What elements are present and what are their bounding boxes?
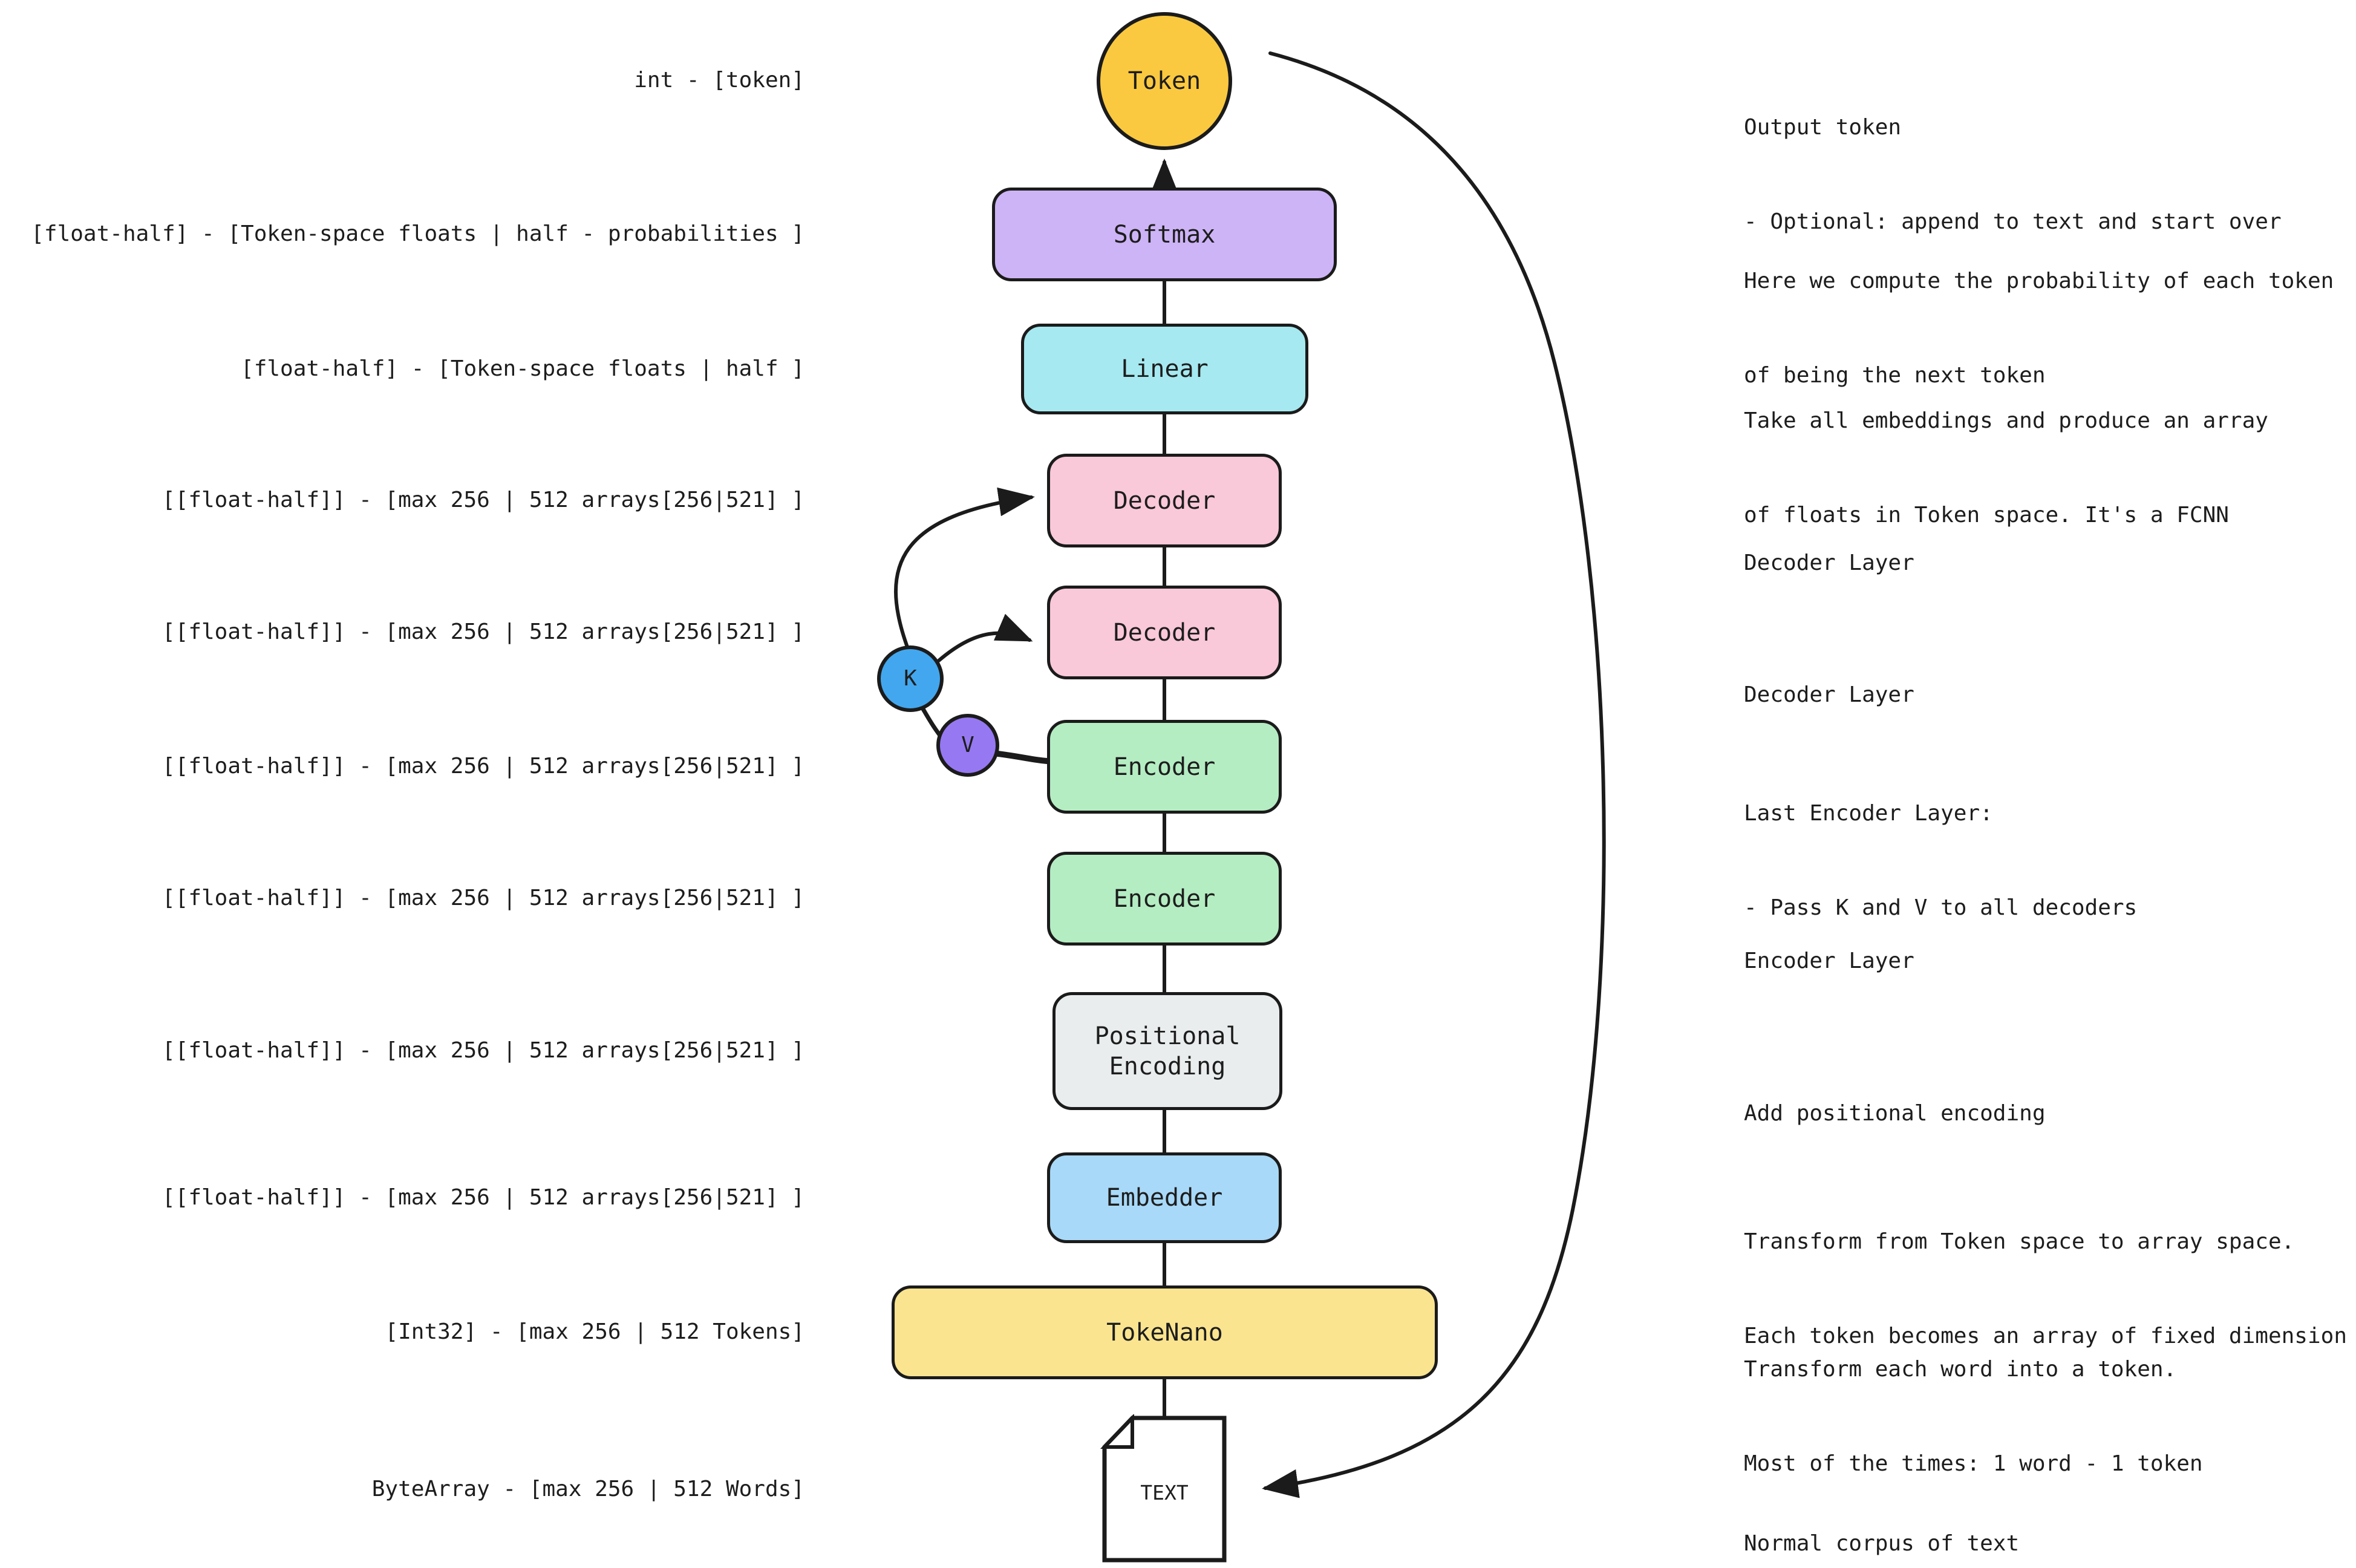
left-label-decoder2: [[float-half]] - [max 256 | 512 arrays[2… [162,619,804,644]
token-to-text-return-arrow [1262,51,1606,1498]
note-embedder: Transform from Token space to array spac… [1744,1229,2347,1348]
note-tokenano: Transform each word into a token. Most o… [1744,1357,2203,1476]
left-label-tokenano: [Int32] - [max 256 | 512 Tokens] [385,1319,804,1344]
softmax-label: Softmax [1113,220,1216,249]
linear-node: Linear [1021,324,1308,414]
token-label: Token [1127,67,1201,95]
left-label-decoder1: [[float-half]] - [max 256 | 512 arrays[2… [162,488,804,512]
encoder-node-1: Encoder [1047,720,1282,814]
linear-label: Linear [1121,355,1209,383]
positional-label-line2: Encoding [1109,1052,1226,1080]
embedder-label: Embedder [1106,1184,1223,1212]
encoder1-label: Encoder [1113,753,1216,781]
text-doc-label: TEXT [1140,1481,1189,1504]
left-label-linear: [float-half] - [Token-space floats | hal… [241,356,804,381]
left-label-bytearray: ByteArray - [max 256 | 512 Words] [371,1477,804,1501]
tokenano-node: TokeNano [892,1285,1438,1379]
softmax-node: Softmax [992,188,1337,281]
note-decoder2: Decoder Layer [1744,682,1914,707]
positional-label-line1: Positional [1094,1022,1241,1050]
embedder-node: Embedder [1047,1152,1282,1243]
note-softmax: Here we compute the probability of each … [1744,269,2334,388]
left-label-encoder2: [[float-half]] - [max 256 | 512 arrays[2… [162,886,804,910]
positional-encoding-node: Positional Encoding [1052,992,1282,1110]
encoder2-label: Encoder [1113,884,1216,913]
left-label-positional: [[float-half]] - [max 256 | 512 arrays[2… [162,1038,804,1063]
note-linear: Take all embeddings and produce an array… [1744,408,2268,528]
note-output-token: Output token - Optional: append to text … [1744,115,2282,234]
left-label-embedder: [[float-half]] - [max 256 | 512 arrays[2… [162,1185,804,1210]
k-to-decoder1-arrow [894,487,1035,652]
note-last-encoder: Last Encoder Layer: - Pass K and V to al… [1744,801,2138,920]
decoder2-label: Decoder [1113,618,1216,647]
token-node: Token [1097,12,1232,150]
decoder1-label: Decoder [1113,486,1216,515]
note-positional: Add positional encoding [1744,1101,2046,1126]
decoder-node-2: Decoder [1047,586,1282,679]
tokenano-label: TokeNano [1106,1318,1223,1347]
note-encoder: Encoder Layer [1744,949,1914,973]
text-document-icon [1100,1414,1227,1563]
encoder-node-2: Encoder [1047,852,1282,946]
left-label-encoder1: [[float-half]] - [max 256 | 512 arrays[2… [162,754,804,779]
note-decoder1: Decoder Layer [1744,550,1914,575]
k-label: K [904,666,917,691]
note-corpus: Normal corpus of text [1744,1531,2020,1556]
left-label-token: int - [token] [634,68,804,93]
v-label: V [961,733,974,757]
decoder-node-1: Decoder [1047,454,1282,547]
k-to-decoder2-arrow [937,613,1033,662]
v-circle: V [936,714,999,777]
k-circle: K [877,645,944,712]
v-to-encoder-link [995,751,1050,764]
left-label-softmax: [float-half] - [Token-space floats | hal… [31,221,804,246]
